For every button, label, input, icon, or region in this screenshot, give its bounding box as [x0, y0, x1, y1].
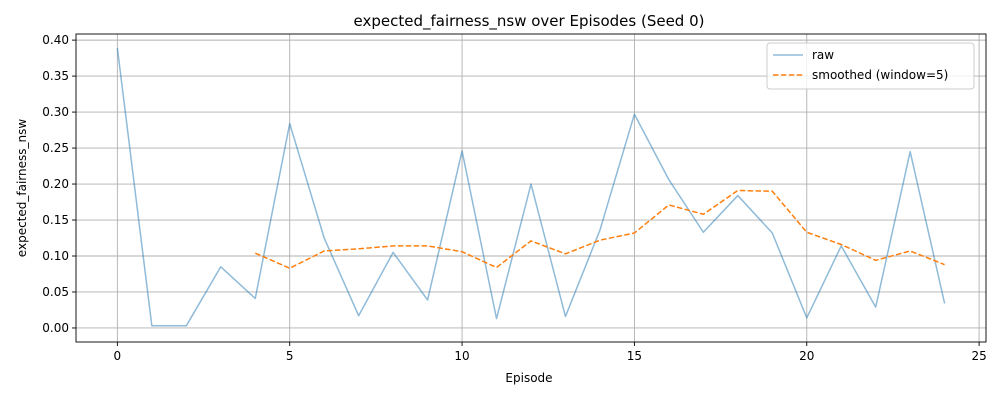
x-tick-label: 0 [114, 349, 122, 363]
x-axis-ticks: 0 5 10 15 20 25 [114, 342, 987, 363]
y-tick-label: 0.35 [42, 69, 69, 83]
y-tick-label: 0.40 [42, 33, 69, 47]
legend-label-raw: raw [812, 48, 834, 62]
y-tick-label: 0.15 [42, 213, 69, 227]
legend: raw smoothed (window=5) [766, 42, 975, 90]
y-axis-ticks: 0.00 0.05 0.10 0.15 0.20 0.25 0.30 0.35 0.40 [42, 33, 76, 335]
chart-title: expected_fairness_nsw over Episodes (See… [354, 12, 705, 31]
series-line-raw [116, 47, 946, 327]
y-tick-label: 0.05 [42, 285, 69, 299]
y-tick-label: 0.20 [42, 177, 69, 191]
y-axis-label: expected_fairness_nsw [15, 119, 29, 258]
y-tick-label: 0.25 [42, 141, 69, 155]
series-line-smoothed [254, 189, 945, 269]
plot-area [116, 47, 946, 327]
axes-frame [75, 33, 987, 343]
y-tick-label: 0.00 [42, 321, 69, 335]
x-tick-label: 10 [454, 349, 469, 363]
legend-frame [766, 42, 975, 90]
x-tick-label: 15 [627, 349, 642, 363]
y-tick-label: 0.30 [42, 105, 69, 119]
legend-label-smoothed: smoothed (window=5) [812, 68, 948, 82]
x-axis-label: Episode [505, 371, 552, 385]
x-tick-label: 20 [799, 349, 814, 363]
y-tick-label: 0.10 [42, 249, 69, 263]
x-tick-label: 25 [971, 349, 986, 363]
x-tick-label: 5 [286, 349, 294, 363]
